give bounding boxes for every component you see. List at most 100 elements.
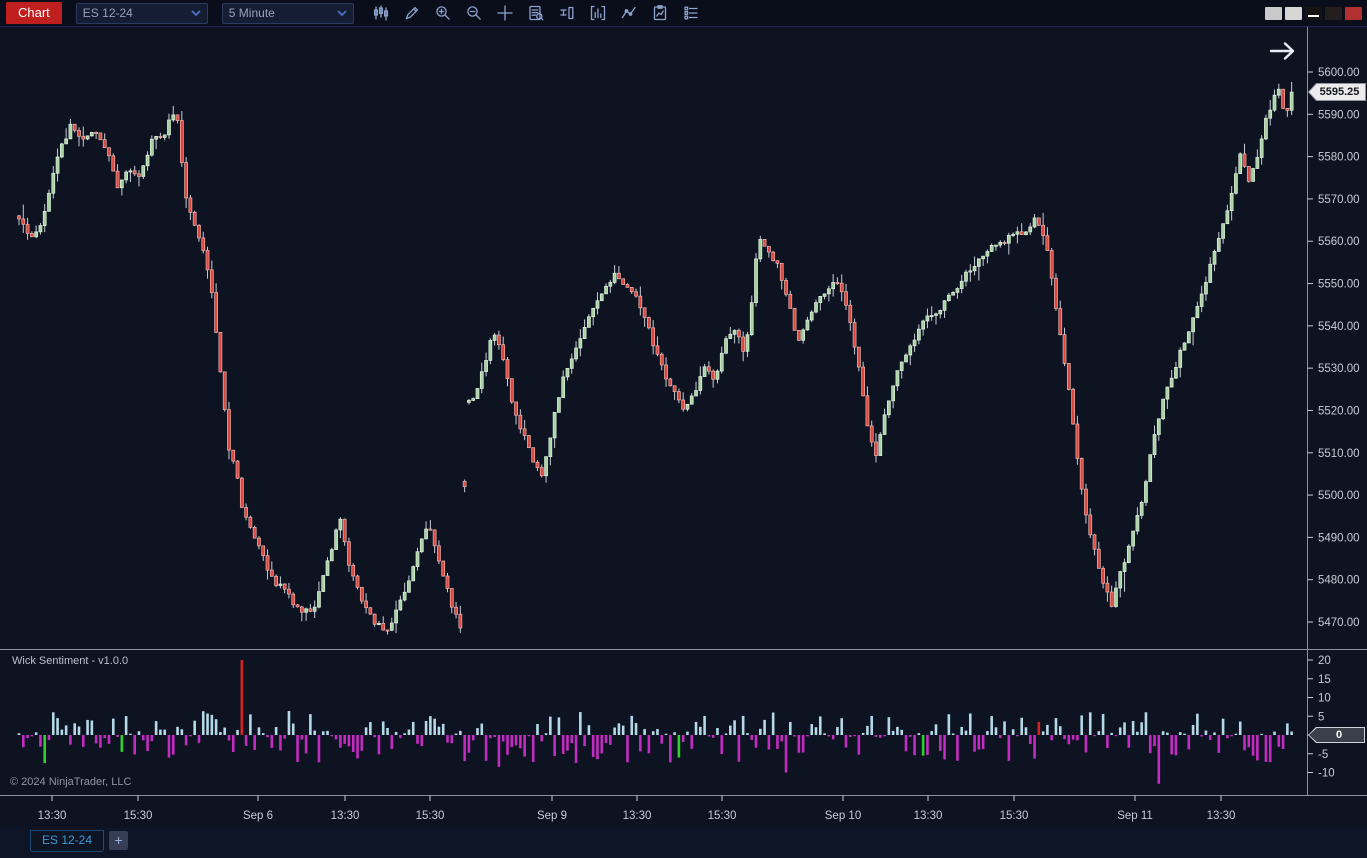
sentiment-bar: [111, 718, 115, 735]
price-axis-label: 5520.00: [1318, 405, 1360, 417]
candle: [1049, 250, 1054, 279]
sentiment-bar: [956, 735, 959, 761]
time-axis-label: 13:30: [38, 810, 67, 822]
properties-icon[interactable]: [649, 3, 671, 23]
sentiment-bar: [570, 735, 574, 744]
candle: [1212, 251, 1217, 265]
sentiment-bar: [64, 725, 68, 735]
time-axis-label: 15:30: [708, 810, 737, 822]
sentiment-bar: [107, 735, 111, 744]
sentiment-bar: [94, 735, 98, 744]
candle: [715, 370, 720, 380]
sentiment-bar: [223, 727, 226, 735]
data-box-icon[interactable]: [525, 3, 547, 23]
sentiment-bar: [433, 718, 436, 735]
candle: [102, 139, 107, 149]
sentiment-bar: [459, 730, 462, 735]
sentiment-bar: [1196, 713, 1199, 735]
sentiment-bar: [403, 733, 406, 735]
sentiment-bar: [604, 735, 608, 744]
trend-lines-icon[interactable]: [618, 3, 640, 23]
time-axis-label: 15:30: [1000, 810, 1029, 822]
candle: [218, 331, 223, 373]
chart-button[interactable]: Chart: [6, 2, 62, 24]
window-button-b[interactable]: [1285, 6, 1302, 20]
tab-bar: ES 12-24 +: [0, 828, 1367, 858]
candle: [47, 192, 51, 212]
window-button-a[interactable]: [1265, 6, 1282, 20]
add-tab-button[interactable]: +: [109, 831, 129, 850]
candle: [587, 316, 591, 328]
sentiment-bar: [540, 735, 544, 742]
sentiment-bar: [527, 735, 531, 737]
candle: [775, 260, 780, 264]
candle: [946, 294, 951, 302]
sentiment-bar: [1256, 735, 1259, 761]
instrument-select[interactable]: ES 12-24: [75, 2, 208, 24]
candle: [634, 291, 638, 297]
candle: [1122, 562, 1127, 572]
zoom-out-icon[interactable]: [463, 3, 485, 23]
indicators-icon[interactable]: [587, 3, 609, 23]
candle: [462, 481, 467, 488]
sentiment-bar: [596, 735, 599, 760]
close-button[interactable]: [1345, 6, 1362, 20]
sentiment-bar: [947, 714, 951, 735]
candle: [381, 623, 386, 631]
sentiment-bar: [141, 735, 145, 741]
candle: [681, 399, 686, 410]
candle: [839, 282, 844, 293]
sentiment-bar: [39, 735, 42, 747]
candle: [162, 134, 167, 138]
go-to-latest-arrow-icon[interactable]: [1268, 40, 1298, 62]
candle: [818, 296, 823, 303]
candle: [621, 278, 626, 285]
sentiment-bar: [883, 735, 886, 737]
sentiment-bar: [274, 726, 278, 735]
interval-select[interactable]: 5 Minute: [221, 2, 354, 24]
sentiment-bar: [416, 735, 419, 744]
sentiment-bar: [780, 735, 784, 742]
display-settings-icon[interactable]: [680, 3, 702, 23]
sentiment-bar: [1110, 732, 1113, 735]
crosshair-icon[interactable]: [494, 3, 516, 23]
candle: [668, 378, 673, 387]
sentiment-bar: [630, 715, 634, 735]
chart-trader-icon[interactable]: [556, 3, 578, 23]
candle: [801, 329, 806, 341]
sentiment-bar: [1170, 735, 1173, 755]
sentiment-bar: [767, 735, 771, 750]
candle: [1075, 423, 1080, 459]
candle: [557, 397, 561, 413]
sentiment-bar: [793, 735, 796, 737]
sentiment-bar: [261, 733, 265, 735]
sentiment-bar: [424, 720, 428, 735]
sentiment-bar: [1118, 727, 1122, 735]
maximize-button[interactable]: [1325, 6, 1342, 20]
candle: [664, 364, 668, 380]
candle: [1204, 282, 1208, 295]
sentiment-bar: [1217, 735, 1221, 753]
candle: [347, 541, 351, 566]
sentiment-bar: [197, 735, 201, 743]
zoom-in-icon[interactable]: [432, 3, 454, 23]
candle: [192, 211, 197, 226]
candle: [227, 409, 231, 451]
drawing-tools-icon[interactable]: [401, 3, 423, 23]
sentiment-bar: [313, 730, 316, 735]
sentiment-bar: [1187, 735, 1191, 750]
candle: [638, 295, 643, 309]
sentiment-bar: [1037, 721, 1041, 735]
instrument-tab[interactable]: ES 12-24: [30, 830, 105, 852]
candle: [1221, 223, 1225, 239]
time-axis-label: Sep 6: [243, 810, 273, 822]
minimize-button[interactable]: [1305, 6, 1322, 20]
sentiment-bar: [26, 735, 29, 739]
sentiment-bar: [621, 725, 625, 735]
chart-style-icon[interactable]: [370, 3, 392, 23]
candle: [857, 346, 861, 368]
sentiment-bar: [1204, 730, 1208, 735]
sentiment-bar: [210, 714, 214, 735]
candle: [527, 435, 531, 449]
